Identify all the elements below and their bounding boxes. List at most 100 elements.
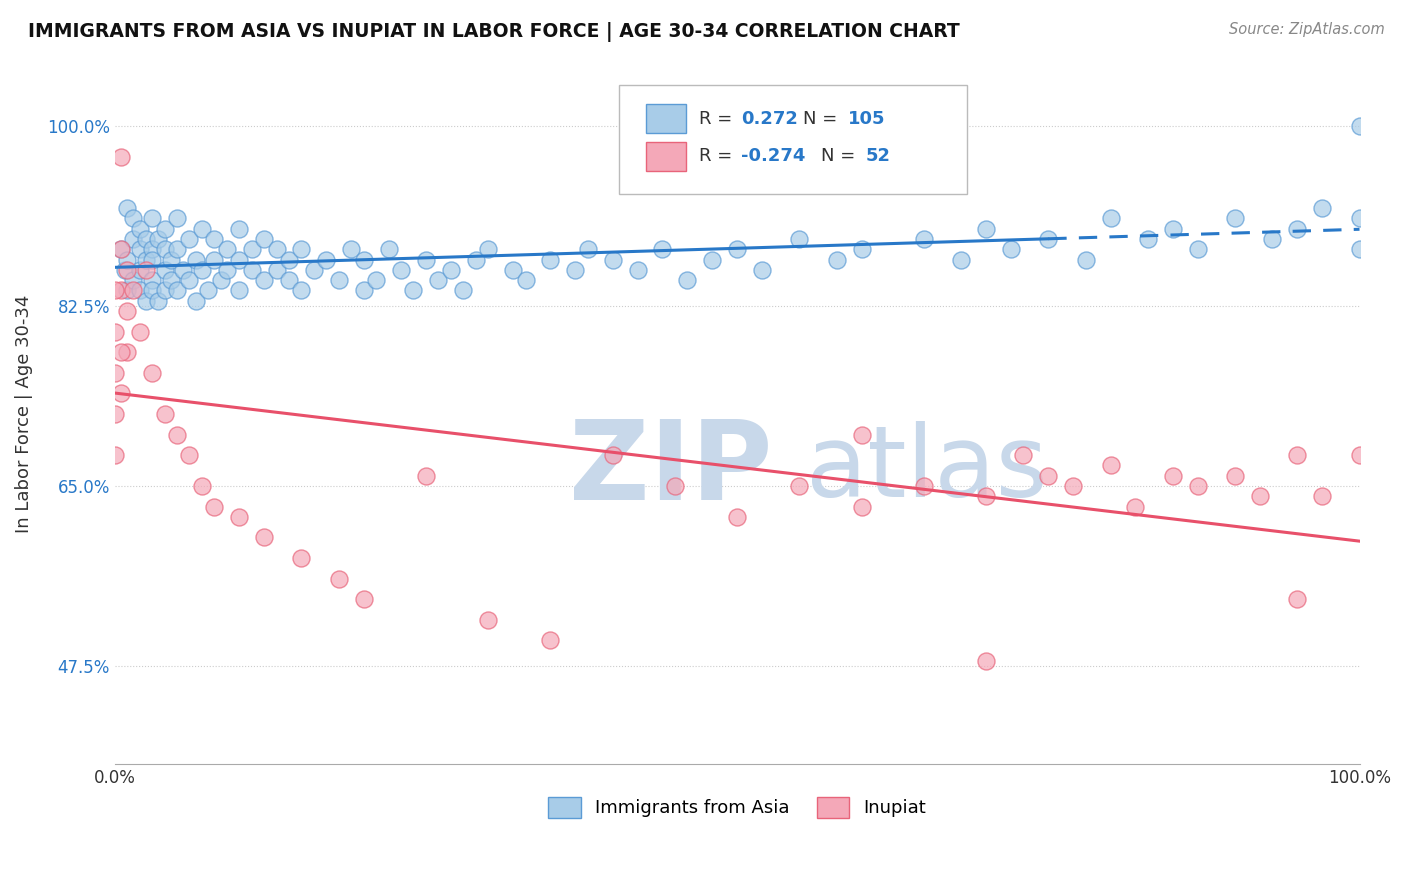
Point	[290, 242, 312, 256]
Point	[191, 479, 214, 493]
Point	[1099, 458, 1122, 473]
Point	[389, 263, 412, 277]
Point	[502, 263, 524, 277]
Point	[179, 448, 201, 462]
Point	[104, 448, 127, 462]
Point	[851, 427, 873, 442]
Point	[1125, 500, 1147, 514]
Point	[184, 293, 207, 308]
Point	[209, 273, 232, 287]
Text: ZIP: ZIP	[569, 417, 772, 524]
Point	[1062, 479, 1084, 493]
Point	[353, 284, 375, 298]
Point	[166, 427, 188, 442]
Point	[353, 592, 375, 607]
Point	[1038, 232, 1060, 246]
Point	[702, 252, 724, 267]
Point	[110, 242, 132, 256]
Point	[1310, 201, 1333, 215]
Point	[1187, 479, 1209, 493]
Point	[353, 252, 375, 267]
Point	[626, 263, 648, 277]
Point	[153, 242, 176, 256]
Text: N =: N =	[821, 147, 860, 165]
Point	[1223, 468, 1246, 483]
Point	[302, 263, 325, 277]
Text: 105: 105	[848, 110, 886, 128]
Point	[1348, 448, 1371, 462]
Point	[135, 263, 157, 277]
Point	[215, 263, 238, 277]
Point	[538, 252, 561, 267]
Text: atlas: atlas	[806, 421, 1047, 518]
Point	[366, 273, 388, 287]
Point	[851, 242, 873, 256]
Point	[128, 242, 150, 256]
Point	[725, 242, 748, 256]
Point	[253, 232, 276, 246]
Point	[148, 232, 170, 246]
Point	[104, 366, 127, 380]
Point	[1348, 119, 1371, 133]
Point	[328, 572, 350, 586]
Point	[676, 273, 699, 287]
Point	[278, 273, 301, 287]
Point	[1000, 242, 1022, 256]
Point	[564, 263, 586, 277]
Point	[110, 345, 132, 359]
Point	[153, 284, 176, 298]
Point	[104, 325, 127, 339]
Point	[128, 284, 150, 298]
Point	[1348, 242, 1371, 256]
Point	[427, 273, 450, 287]
Text: N =: N =	[803, 110, 844, 128]
Point	[1223, 211, 1246, 226]
Point	[153, 407, 176, 421]
Point	[166, 284, 188, 298]
Text: R =: R =	[699, 147, 738, 165]
Y-axis label: In Labor Force | Age 30-34: In Labor Force | Age 30-34	[15, 294, 32, 533]
Point	[415, 252, 437, 267]
Point	[228, 284, 250, 298]
Point	[115, 284, 138, 298]
Point	[1161, 468, 1184, 483]
Point	[538, 633, 561, 648]
Point	[1249, 489, 1271, 503]
Point	[115, 304, 138, 318]
Point	[266, 263, 288, 277]
Legend: Immigrants from Asia, Inupiat: Immigrants from Asia, Inupiat	[541, 789, 934, 825]
Point	[240, 263, 263, 277]
Point	[253, 530, 276, 544]
Point	[253, 273, 276, 287]
Point	[159, 252, 181, 267]
Text: IMMIGRANTS FROM ASIA VS INUPIAT IN LABOR FORCE | AGE 30-34 CORRELATION CHART: IMMIGRANTS FROM ASIA VS INUPIAT IN LABOR…	[28, 22, 960, 42]
Point	[1286, 592, 1309, 607]
Point	[135, 293, 157, 308]
Point	[148, 293, 170, 308]
Point	[1187, 242, 1209, 256]
Point	[402, 284, 425, 298]
Point	[1261, 232, 1284, 246]
Point	[290, 284, 312, 298]
Point	[328, 273, 350, 287]
Point	[191, 263, 214, 277]
Point	[135, 252, 157, 267]
Point	[202, 252, 225, 267]
Point	[153, 263, 176, 277]
Point	[602, 448, 624, 462]
Point	[166, 242, 188, 256]
Point	[453, 284, 475, 298]
Point	[1074, 252, 1097, 267]
Text: R =: R =	[699, 110, 738, 128]
Point	[290, 551, 312, 566]
Point	[128, 263, 150, 277]
Point	[912, 479, 935, 493]
Point	[110, 284, 132, 298]
Point	[122, 211, 145, 226]
Point	[215, 242, 238, 256]
Text: 52: 52	[865, 147, 890, 165]
Point	[950, 252, 973, 267]
Point	[1286, 448, 1309, 462]
Point	[141, 284, 163, 298]
Point	[651, 242, 673, 256]
